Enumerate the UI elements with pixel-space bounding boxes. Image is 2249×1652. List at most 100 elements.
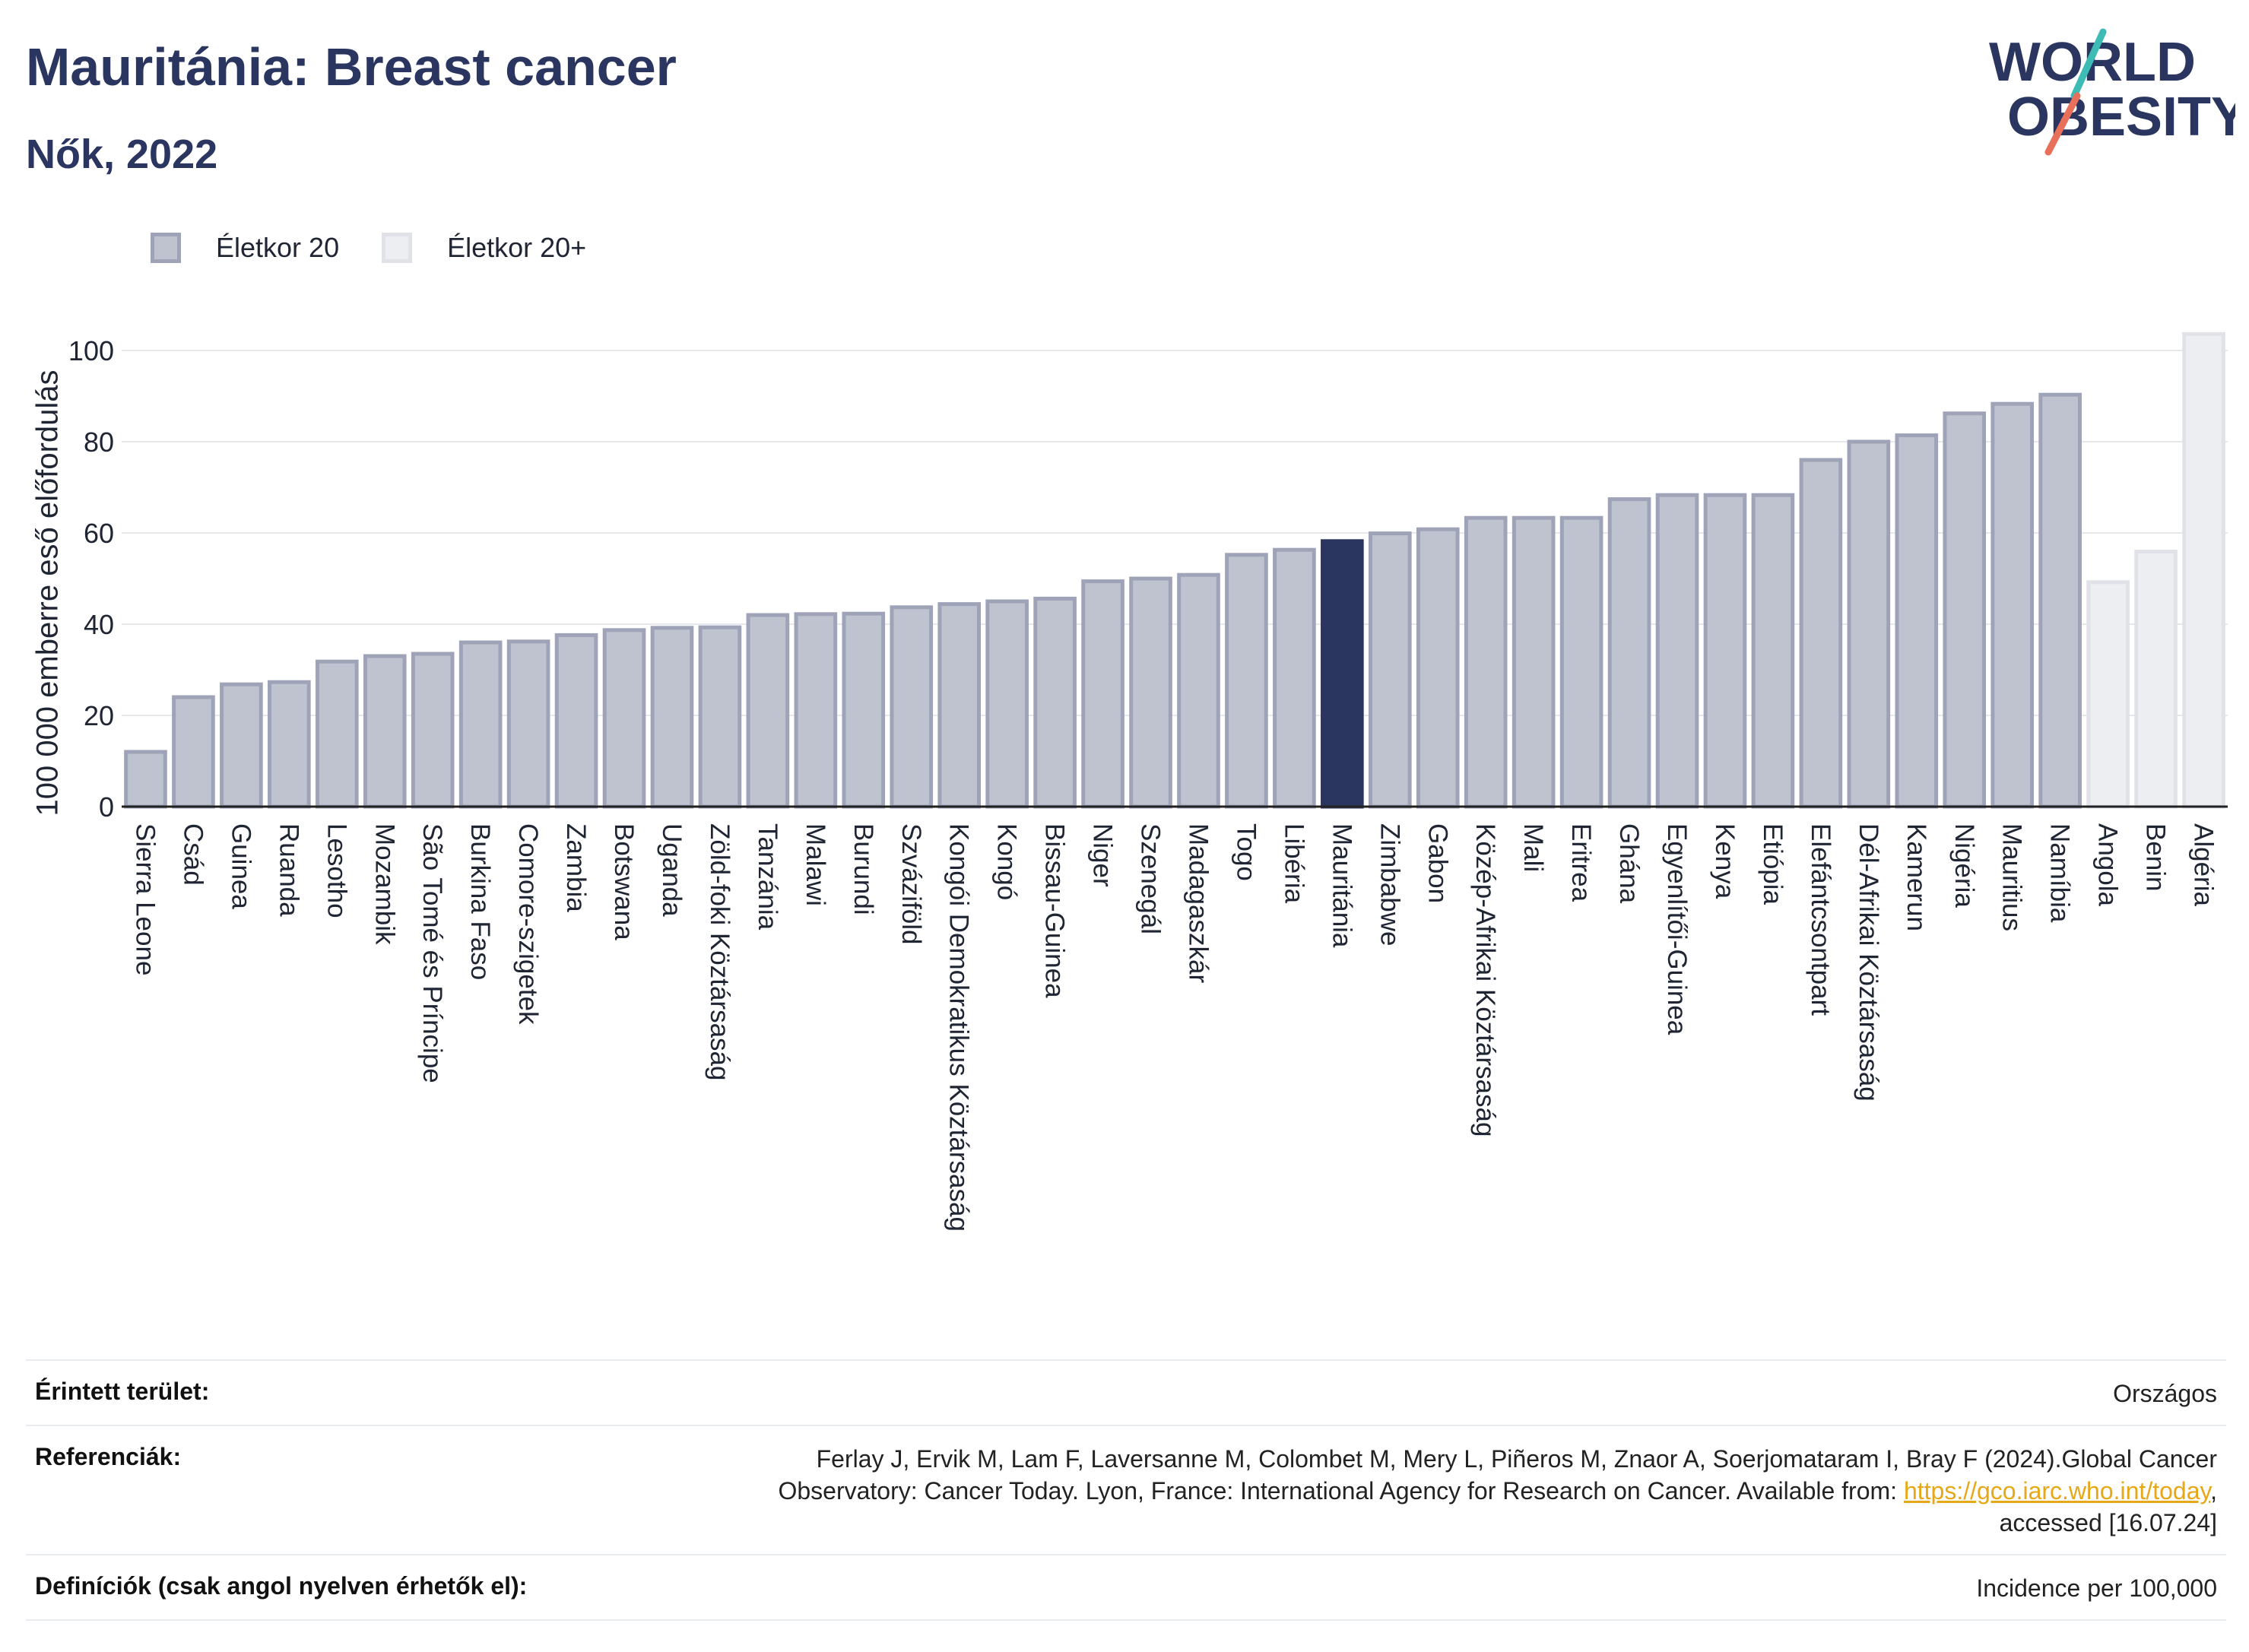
bar-zambia[interactable]: [554, 633, 598, 809]
x-tick-label: Közép-Afrikai Köztársaság: [1470, 823, 1500, 1137]
bar-zimbabwe[interactable]: [1368, 531, 1412, 809]
refs-line-2-end: ,: [2210, 1477, 2217, 1505]
x-tick-label: Kenya: [1710, 823, 1740, 899]
x-tick-label: Egyenlítői-Guinea: [1662, 823, 1692, 1035]
x-tick-label: Madagaszkár: [1183, 823, 1213, 983]
world-obesity-logo: WORLD OBESITY: [1989, 28, 2235, 156]
bar-burundi[interactable]: [842, 611, 886, 809]
y-tick-label: 0: [99, 791, 114, 823]
x-tick-label: Benin: [2141, 823, 2171, 892]
bar-malawi[interactable]: [794, 612, 838, 809]
legend-item-age-20[interactable]: Életkor 20: [151, 232, 339, 264]
bar-kenya[interactable]: [1703, 493, 1747, 809]
bar-d-l-afrikai-k-zt-rsas-g[interactable]: [1847, 439, 1891, 809]
bar-maurit-nia[interactable]: [1321, 539, 1364, 809]
x-tick-label: Ruanda: [274, 823, 303, 917]
bar-gabon[interactable]: [1416, 527, 1460, 809]
bar-cs-d[interactable]: [172, 695, 215, 809]
page-subtitle: Nők, 2022: [26, 132, 218, 177]
bar-uganda[interactable]: [650, 626, 694, 809]
x-tick-label: Mauritánia: [1327, 823, 1356, 948]
bar-k-z-p-afrikai-k-zt-rsas-g[interactable]: [1464, 515, 1508, 809]
bar-kamerun[interactable]: [1895, 433, 1939, 809]
page-title: Mauritánia: Breast cancer: [26, 37, 677, 97]
bar-lib-ria[interactable]: [1273, 547, 1316, 809]
logo-slash-coral: [2044, 92, 2081, 156]
legend-swatch-age-20-plus: [382, 233, 413, 263]
y-tick-label: 80: [84, 426, 114, 458]
bar-eti-pia[interactable]: [1751, 493, 1795, 809]
bar-lesotho[interactable]: [315, 659, 359, 809]
info-row-references: Referenciák: Ferlay J, Ervik M, Lam F, L…: [26, 1425, 2226, 1554]
bar-mozambik[interactable]: [363, 654, 407, 809]
bar-niger[interactable]: [1081, 579, 1124, 809]
legend-swatch-age-20: [151, 233, 181, 263]
x-tick-label: Algéria: [2189, 823, 2219, 906]
bar-burkina-faso[interactable]: [458, 640, 503, 809]
x-tick-label: Burkina Faso: [465, 823, 495, 980]
x-tick-label: Uganda: [657, 823, 687, 917]
x-axis-labels: Sierra Leone Csád Guinea Ruanda Lesotho Mozam…: [130, 823, 2218, 1232]
logo-slash-teal: [2070, 28, 2107, 100]
x-tick-label: Elefántcsontpart: [1806, 823, 1835, 1016]
info-area-label: Érintett terület:: [35, 1378, 210, 1405]
x-tick-label: Mozambik: [370, 823, 399, 945]
x-tick-label: Kongó: [992, 823, 1022, 900]
bar-mauritius[interactable]: [1990, 401, 2035, 809]
refs-link[interactable]: https://gco.iarc.who.int/today: [1903, 1477, 2211, 1505]
bar-szv-zif-ld[interactable]: [890, 605, 934, 809]
info-table: Érintett terület: Országos Referenciák: …: [26, 1359, 2226, 1621]
x-tick-label: Guinea: [226, 823, 255, 909]
x-tick-label: Botswana: [609, 823, 639, 940]
bar-comore-szigetek[interactable]: [506, 639, 550, 809]
x-tick-label: Zambia: [561, 823, 591, 912]
bar-chart: 0 20 40 60 80 100 Sierra Leone Csád Guinea Ruand…: [68, 331, 2228, 1232]
bar-tanz-nia[interactable]: [746, 613, 790, 809]
bar-madagaszk-r[interactable]: [1177, 572, 1220, 809]
x-tick-label: Mali: [1518, 823, 1548, 872]
bar-guinea[interactable]: [220, 682, 263, 809]
info-defs-label: Definíciók (csak angol nyelven érhetők e…: [35, 1572, 528, 1600]
x-tick-label: Mauritius: [1997, 823, 2027, 931]
x-tick-label: Szenegál: [1136, 823, 1166, 934]
x-tick-label: Namíbia: [2045, 823, 2075, 923]
bar-sierra-leone[interactable]: [124, 750, 167, 809]
y-tick-label: 40: [84, 609, 114, 640]
x-tick-label: Gabon: [1423, 823, 1452, 903]
bar-botswana[interactable]: [602, 628, 646, 809]
bar-elef-ntcsontpart[interactable]: [1799, 458, 1843, 809]
legend-item-age-20-plus[interactable]: Életkor 20+: [382, 232, 586, 264]
y-axis-ticks: 0 20 40 60 80 100: [68, 335, 114, 823]
bar-s-o-tom-s-pr-ncipe[interactable]: [411, 652, 455, 809]
x-tick-label: Niger: [1088, 823, 1118, 887]
info-defs-value: Incidence per 100,000: [1976, 1574, 2217, 1602]
x-tick-label: Zimbabwe: [1375, 823, 1404, 946]
bar-bissau-guinea[interactable]: [1033, 596, 1077, 809]
bar-nig-ria[interactable]: [1943, 411, 1987, 809]
chart-legend: Életkor 20 Életkor 20+: [151, 227, 629, 269]
x-tick-label: Comore-szigetek: [513, 823, 543, 1025]
info-area-value: Országos: [2113, 1380, 2217, 1407]
bar-kong-i-demokratikus-k-zt-rsas-g[interactable]: [937, 602, 982, 809]
x-tick-label: Tanzánia: [753, 823, 782, 931]
bar-eritrea[interactable]: [1559, 515, 1603, 809]
bar-benin[interactable]: [2134, 550, 2178, 809]
bar-gh-na[interactable]: [1607, 497, 1651, 809]
bar-egyenl-t-i-guinea[interactable]: [1655, 493, 1699, 809]
bar-togo[interactable]: [1225, 553, 1268, 809]
bar-z-ld-foki-k-zt-rsas-g[interactable]: [698, 625, 742, 809]
x-tick-label: Sierra Leone: [130, 823, 160, 975]
x-tick-label: Angola: [2093, 823, 2123, 907]
bar-szeneg-l[interactable]: [1129, 576, 1172, 809]
bar-angola[interactable]: [2086, 580, 2130, 809]
info-row-area: Érintett terület: Országos: [26, 1359, 2226, 1425]
bar-alg-ria[interactable]: [2182, 331, 2225, 809]
x-tick-label: Etiópia: [1758, 823, 1787, 905]
bar-kong-[interactable]: [985, 599, 1029, 809]
bar-nam-bia[interactable]: [2038, 392, 2082, 809]
logo-text-obesity: OBESITY: [2007, 87, 2235, 147]
y-tick-label: 20: [84, 700, 114, 731]
bar-ruanda[interactable]: [268, 680, 311, 809]
x-tick-label: Kamerun: [1902, 823, 1931, 931]
bar-mali[interactable]: [1511, 515, 1556, 809]
